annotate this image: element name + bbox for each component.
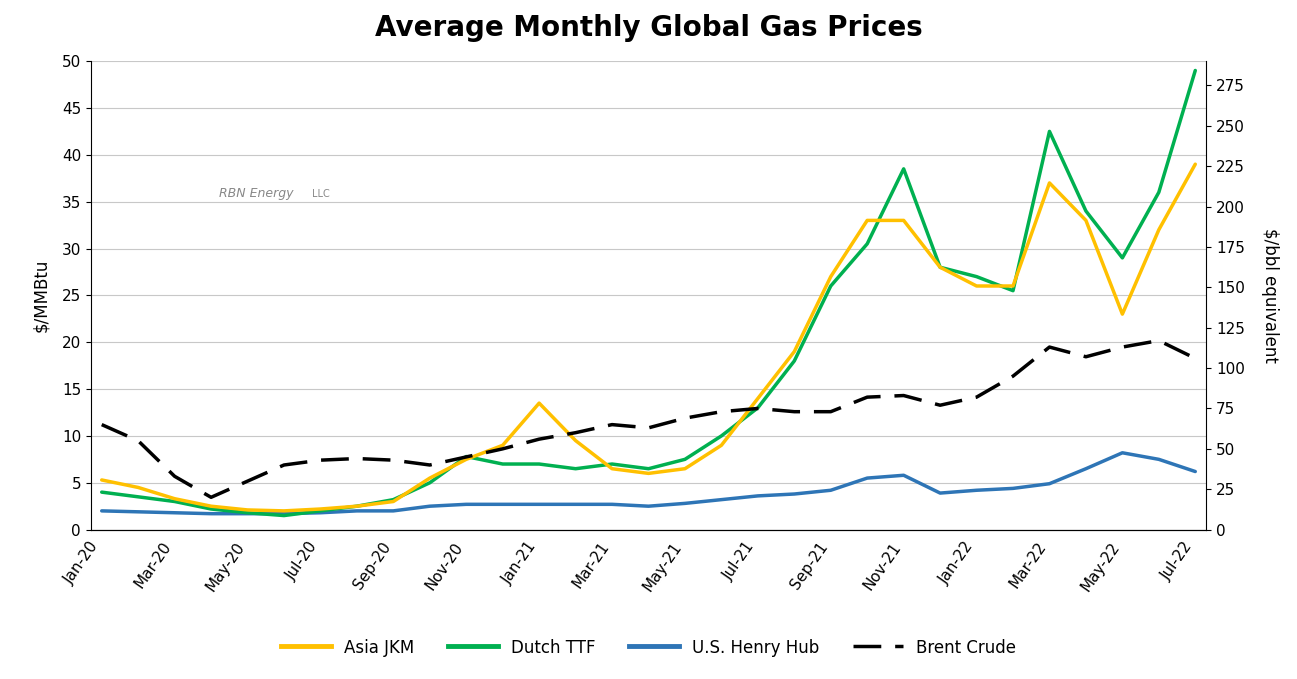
Y-axis label: $/MMBtu: $/MMBtu: [32, 259, 51, 332]
Text: RBN Energy: RBN Energy: [219, 187, 293, 200]
Y-axis label: $/bbl equivalent: $/bbl equivalent: [1262, 228, 1279, 363]
Legend: Asia JKM, Dutch TTF, U.S. Henry Hub, Brent Crude: Asia JKM, Dutch TTF, U.S. Henry Hub, Bre…: [274, 632, 1023, 664]
Text: LLC: LLC: [311, 189, 329, 199]
Title: Average Monthly Global Gas Prices: Average Monthly Global Gas Prices: [375, 14, 922, 42]
